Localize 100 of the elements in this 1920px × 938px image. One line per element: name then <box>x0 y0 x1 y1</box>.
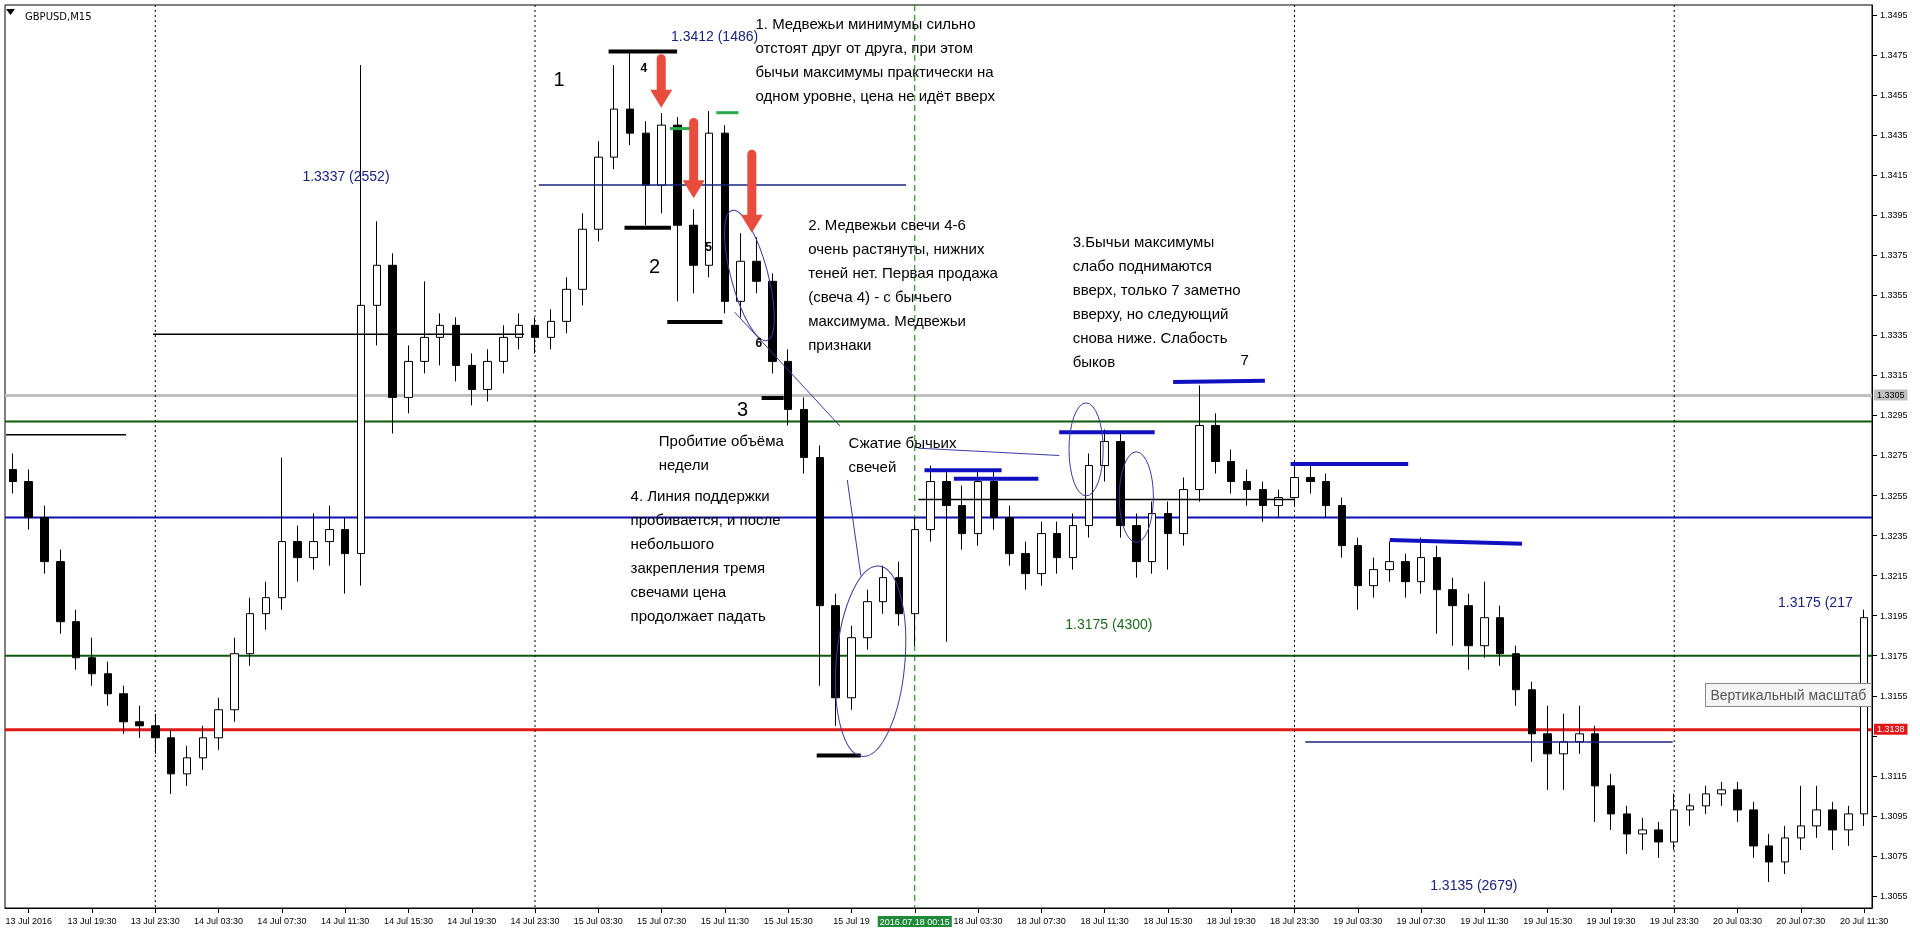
x-tick-label: 18 Jul 23:30 <box>1269 915 1320 926</box>
candlestick <box>1037 521 1046 587</box>
candlestick <box>1812 785 1821 839</box>
candlestick <box>1828 801 1837 851</box>
x-tick-label: 13 Jul 2016 <box>5 915 53 926</box>
candlestick <box>468 352 476 406</box>
candlestick <box>1211 412 1220 475</box>
candlestick <box>1243 469 1251 507</box>
annotation: 1 <box>553 67 565 93</box>
candlestick <box>1528 681 1536 763</box>
candlestick <box>1480 581 1489 659</box>
x-tick-label: 14 Jul 19:30 <box>447 915 497 926</box>
annotation: 1.3175 (217 <box>1778 592 1853 611</box>
candlestick <box>1781 825 1789 875</box>
x-tick-label: 19 Jul 19:30 <box>1586 915 1636 926</box>
candlestick <box>72 609 80 671</box>
candlestick <box>1496 605 1504 667</box>
candlestick <box>1369 557 1378 599</box>
candlestick <box>1844 805 1853 847</box>
x-tick-label: 18 Jul 15:30 <box>1143 915 1193 926</box>
candlestick <box>578 212 587 306</box>
candlestick <box>721 124 729 314</box>
candlestick <box>325 505 334 567</box>
candlestick <box>879 565 887 615</box>
candlestick <box>1274 489 1283 519</box>
candlestick <box>1417 537 1425 595</box>
ref-line-label: 1.3138 <box>1877 724 1905 735</box>
candlestick <box>1686 793 1694 827</box>
candlestick <box>9 453 17 495</box>
candlestick <box>594 140 603 242</box>
y-tick-label: 1.3475 <box>1880 50 1908 61</box>
annotation: 3 <box>737 396 749 422</box>
x-tick-label: 15 Jul 07:30 <box>637 915 687 926</box>
candlestick <box>373 220 381 346</box>
candlestick <box>388 252 397 434</box>
candlestick <box>958 485 966 551</box>
candlestick <box>1322 473 1330 519</box>
y-tick-label: 1.3455 <box>1880 90 1908 101</box>
x-tick-label: 14 Jul 23:30 <box>510 915 560 926</box>
candlestick <box>642 120 650 226</box>
candlestick <box>1164 501 1172 571</box>
candlestick <box>1512 645 1520 707</box>
candlestick <box>1575 705 1584 755</box>
candlestick <box>705 110 713 278</box>
candlestick <box>1559 713 1568 791</box>
y-tick-label: 1.3415 <box>1880 170 1908 181</box>
annotation: 6 <box>755 335 763 351</box>
candlestick <box>309 513 318 571</box>
candlestick <box>262 581 270 631</box>
candlestick <box>1638 817 1647 851</box>
candlestick <box>183 745 191 787</box>
x-tick-label: 14 Jul 03:30 <box>194 915 244 926</box>
candlestick <box>1385 541 1394 583</box>
candlestick <box>230 637 239 723</box>
candlestick <box>1053 521 1061 575</box>
candlestick <box>610 64 618 170</box>
x-tick-label: 20 Jul 03:30 <box>1712 915 1763 926</box>
y-tick-label: 1.3355 <box>1880 290 1908 301</box>
candlestick <box>911 517 919 647</box>
y-tick-label: 1.3335 <box>1880 330 1908 341</box>
x-tick-label: 19 Jul 03:30 <box>1333 915 1383 926</box>
candlestick <box>1733 781 1742 823</box>
candlestick <box>40 505 49 575</box>
candlestick <box>499 324 508 374</box>
x-tick-label: 18 Jul 07:30 <box>1016 915 1066 926</box>
candlestick <box>214 697 223 751</box>
candlestick <box>1148 501 1156 575</box>
candlestick <box>483 348 492 402</box>
candlestick <box>562 276 571 334</box>
candlestick <box>1623 805 1631 855</box>
annotation: Пробитие объёма недели <box>658 430 785 475</box>
candlestick <box>673 116 682 302</box>
candlestick <box>816 444 824 687</box>
candlestick <box>119 685 128 735</box>
x-tick-label: 15 Jul 19 <box>833 915 870 926</box>
candlestick <box>88 637 96 687</box>
annotation: Сжатие бычьих свечей <box>848 433 958 477</box>
candlestick <box>1227 448 1235 495</box>
x-tick-label: 20 Jul 11:30 <box>1839 915 1889 926</box>
y-tick-label: 1.3275 <box>1880 450 1908 461</box>
candlestick <box>436 312 444 366</box>
y-tick-label: 1.3395 <box>1880 210 1908 221</box>
candlestick <box>1607 773 1615 831</box>
candlestick <box>942 469 951 643</box>
candlestick <box>990 469 998 531</box>
y-tick-label: 1.3435 <box>1880 130 1908 141</box>
y-tick-label: 1.3115 <box>1880 770 1907 781</box>
x-tick-label: 19 Jul 07:30 <box>1396 915 1446 926</box>
candlestick <box>1021 541 1030 591</box>
candlestick <box>1448 577 1457 647</box>
y-tick-label: 1.3255 <box>1880 490 1908 501</box>
candlestick <box>293 525 302 583</box>
x-tick-label: 19 Jul 15:30 <box>1523 915 1573 926</box>
candlestick <box>1069 513 1077 571</box>
candlestick <box>1464 593 1473 671</box>
x-tick-label: 19 Jul 23:30 <box>1649 915 1699 926</box>
y-tick-label: 1.3195 <box>1880 610 1908 621</box>
candlestick <box>1005 505 1014 567</box>
candlestick <box>752 236 761 294</box>
candlestick <box>1306 465 1315 495</box>
